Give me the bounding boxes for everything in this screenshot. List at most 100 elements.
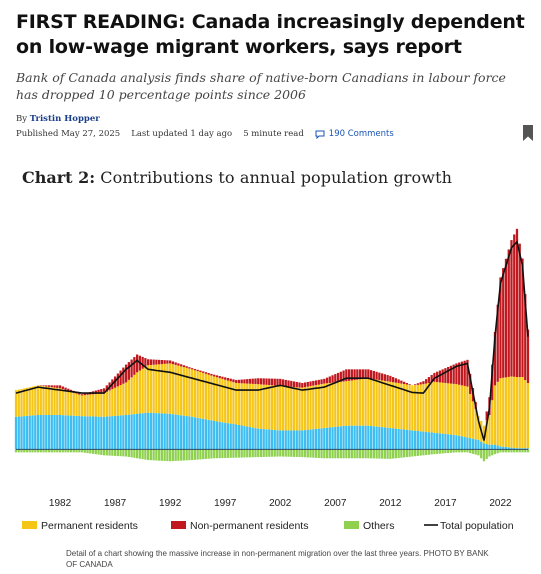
bar-others <box>268 449 271 457</box>
bar-natural-increase <box>185 416 188 450</box>
bar-permanent-residents <box>105 391 108 417</box>
bar-others <box>394 449 397 459</box>
bar-others <box>397 449 400 458</box>
chart-number: Chart 2: <box>22 168 96 187</box>
bar-non-permanent-residents <box>334 374 337 383</box>
bar-non-permanent-residents <box>323 378 326 384</box>
bar-others <box>425 449 428 456</box>
bar-others <box>273 449 276 457</box>
bar-permanent-residents <box>53 387 56 415</box>
bar-natural-increase <box>488 444 491 450</box>
bar-non-permanent-residents <box>224 377 227 380</box>
bar-non-permanent-residents <box>133 357 136 375</box>
bar-permanent-residents <box>298 387 301 431</box>
bar-others <box>213 449 216 459</box>
bar-natural-increase <box>452 434 455 450</box>
bar-permanent-residents <box>147 365 150 413</box>
bar-non-permanent-residents <box>419 382 422 385</box>
bar-permanent-residents <box>405 384 409 430</box>
bar-permanent-residents <box>408 384 411 431</box>
bar-natural-increase <box>526 448 530 450</box>
bar-others <box>116 449 119 457</box>
bar-permanent-residents <box>391 382 395 429</box>
bar-others <box>108 449 111 456</box>
bar-permanent-residents <box>389 381 392 429</box>
bar-permanent-residents <box>425 383 428 432</box>
bar-non-permanent-residents <box>425 379 428 384</box>
bar-non-permanent-residents <box>240 379 243 384</box>
bar-others <box>460 449 464 453</box>
bar-others <box>144 449 147 460</box>
bar-permanent-residents <box>513 376 516 448</box>
bar-natural-increase <box>127 414 130 450</box>
x-tick-label: 1982 <box>49 498 72 509</box>
bar-permanent-residents <box>281 386 285 431</box>
bar-non-permanent-residents <box>518 243 521 378</box>
bar-permanent-residents <box>287 386 290 431</box>
bar-others <box>353 449 356 459</box>
bar-non-permanent-residents <box>158 359 161 365</box>
bar-natural-increase <box>471 438 475 450</box>
bar-non-permanent-residents <box>339 371 342 382</box>
bar-permanent-residents <box>86 394 89 417</box>
bar-others <box>466 449 469 453</box>
bar-permanent-residents <box>411 385 414 431</box>
bar-natural-increase <box>328 427 331 450</box>
bar-permanent-residents <box>515 377 519 449</box>
bar-natural-increase <box>369 425 373 450</box>
bar-non-permanent-residents <box>347 369 351 381</box>
bar-permanent-residents <box>72 392 75 416</box>
bar-natural-increase <box>83 416 86 450</box>
bar-permanent-residents <box>174 364 177 415</box>
bar-natural-increase <box>47 415 51 450</box>
comments-link[interactable]: 190 Comments <box>315 129 405 139</box>
bar-non-permanent-residents <box>375 371 378 380</box>
bar-others <box>433 449 436 455</box>
bar-permanent-residents <box>160 364 164 414</box>
bar-natural-increase <box>14 416 18 450</box>
bar-natural-increase <box>458 435 461 450</box>
bar-others <box>158 449 161 461</box>
bar-natural-increase <box>204 419 208 450</box>
bar-natural-increase <box>386 427 389 450</box>
bar-non-permanent-residents <box>102 388 106 394</box>
bar-others <box>485 449 488 459</box>
article-headline: FIRST READING: Canada increasingly depen… <box>16 11 525 58</box>
bar-natural-increase <box>72 415 75 450</box>
bar-natural-increase <box>215 421 219 450</box>
bar-others <box>339 449 342 459</box>
bar-natural-increase <box>191 416 194 450</box>
bar-permanent-residents <box>97 393 100 417</box>
bar-natural-increase <box>158 413 161 450</box>
bar-others <box>325 449 329 459</box>
bar-permanent-residents <box>50 387 53 415</box>
bar-non-permanent-residents <box>364 369 367 379</box>
bar-permanent-residents <box>491 400 494 445</box>
bar-natural-increase <box>513 447 516 450</box>
author-link[interactable]: Tristin Hopper <box>29 114 100 124</box>
bar-non-permanent-residents <box>135 354 139 373</box>
bar-permanent-residents <box>254 384 257 429</box>
bar-natural-increase <box>295 430 298 450</box>
bar-others <box>58 449 62 453</box>
bar-others <box>524 449 527 453</box>
bar-others <box>133 449 136 458</box>
bar-permanent-residents <box>202 372 205 419</box>
bar-non-permanent-residents <box>257 378 260 385</box>
bar-permanent-residents <box>36 385 40 415</box>
bar-permanent-residents <box>430 382 433 433</box>
last-updated: Last updated 1 day ago <box>131 129 233 139</box>
bar-others <box>367 449 370 459</box>
bar-others <box>414 449 417 457</box>
bar-permanent-residents <box>394 382 397 429</box>
bar-non-permanent-residents <box>378 372 381 381</box>
bar-others <box>323 449 326 459</box>
bar-non-permanent-residents <box>298 382 301 388</box>
bar-permanent-residents <box>444 382 447 434</box>
bar-permanent-residents <box>39 385 42 415</box>
bar-natural-increase <box>504 447 508 450</box>
bar-natural-increase <box>408 430 411 450</box>
bookmark-icon[interactable] <box>522 125 534 141</box>
bar-natural-increase <box>232 424 235 450</box>
bar-others <box>64 449 67 453</box>
